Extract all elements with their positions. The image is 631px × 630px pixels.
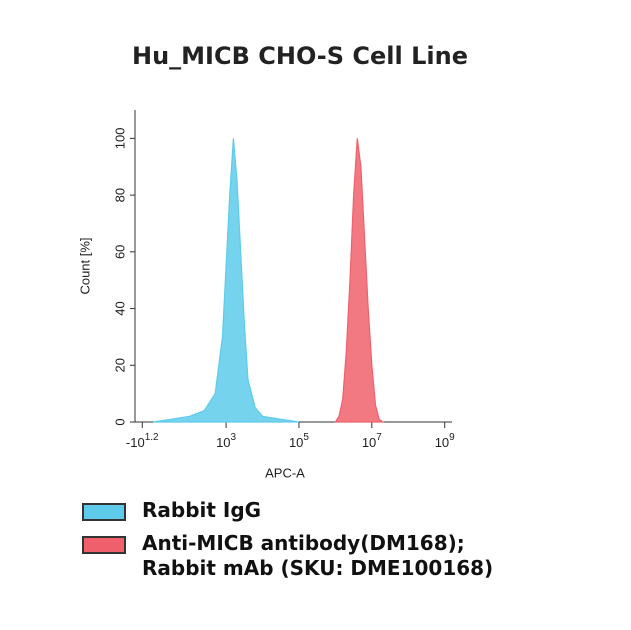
- y-tick-label: 100: [112, 128, 127, 150]
- x-tick-exponent: 9: [449, 432, 455, 443]
- y-tick-label: 0: [112, 418, 127, 425]
- chart: Hu_MICB CHO-S Cell Line APC-A Count [%] …: [77, 42, 468, 480]
- x-tick-label: 105: [289, 432, 309, 451]
- legend-swatch: [82, 503, 126, 521]
- y-tick-label: 80: [112, 188, 127, 202]
- legend-item: Anti-MICB antibody(DM168); Rabbit mAb (S…: [82, 531, 522, 581]
- x-tick-base: 10: [216, 435, 230, 450]
- x-tick-label: 103: [216, 432, 236, 451]
- chart-title: Hu_MICB CHO-S Cell Line: [132, 42, 468, 70]
- histogram-area: [153, 138, 300, 423]
- x-tick-exponent: 1.2: [145, 432, 159, 443]
- legend: Rabbit IgG Anti-MICB antibody(DM168); Rab…: [82, 498, 522, 589]
- x-axis-label: APC-A: [265, 465, 305, 480]
- y-tick-label: 40: [112, 301, 127, 315]
- legend-swatch: [82, 536, 126, 554]
- x-tick-base: 10: [362, 435, 376, 450]
- histogram-area: [334, 138, 385, 423]
- y-tick-label: 60: [112, 245, 127, 259]
- x-tick-label: -101.2: [126, 432, 159, 451]
- x-tick-label: 109: [435, 432, 455, 451]
- x-tick-base: -10: [126, 435, 145, 450]
- legend-item: Rabbit IgG: [82, 498, 522, 523]
- x-tick-exponent: 3: [231, 432, 237, 443]
- legend-label: Rabbit IgG: [142, 498, 262, 522]
- x-tick-base: 10: [435, 435, 449, 450]
- y-tick-label: 20: [112, 358, 127, 372]
- x-tick-exponent: 7: [376, 432, 382, 443]
- y-axis-label: Count [%]: [77, 237, 92, 294]
- x-tick-base: 10: [289, 435, 303, 450]
- x-tick-exponent: 5: [303, 432, 309, 443]
- legend-label: Anti-MICB antibody(DM168); Rabbit mAb (S…: [142, 531, 494, 580]
- x-tick-label: 107: [362, 432, 382, 451]
